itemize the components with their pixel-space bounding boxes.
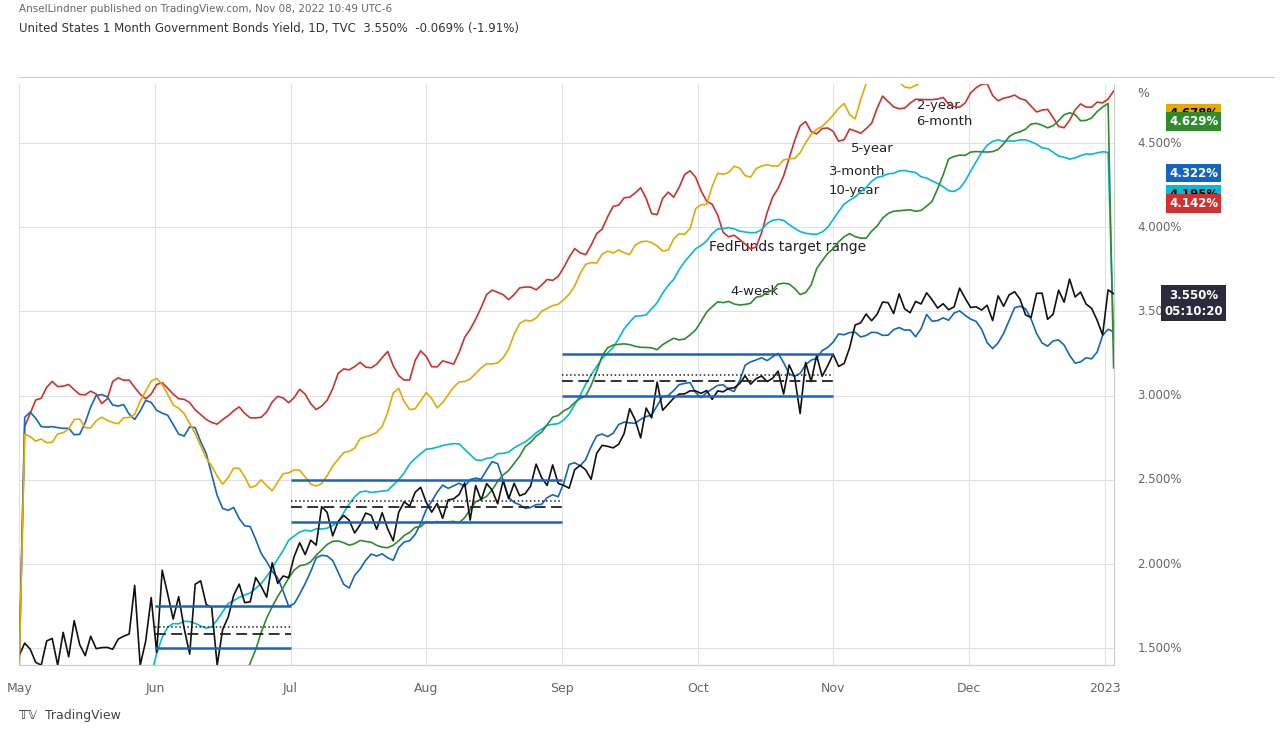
Text: Jul: Jul: [283, 682, 298, 695]
Text: 4.629%: 4.629%: [1169, 115, 1219, 128]
Text: 4.500%: 4.500%: [1138, 137, 1183, 150]
Text: Dec: Dec: [957, 682, 982, 695]
Text: 3.550%
05:10:20: 3.550% 05:10:20: [1165, 289, 1222, 317]
Text: 4.678%: 4.678%: [1169, 107, 1219, 120]
Text: Nov: Nov: [822, 682, 846, 695]
Text: 6-month: 6-month: [916, 115, 973, 128]
Text: 1.500%: 1.500%: [1138, 642, 1183, 655]
Text: 4.195%: 4.195%: [1169, 188, 1219, 201]
Text: 3.000%: 3.000%: [1138, 389, 1181, 402]
Text: 𝕋𝕍  TradingView: 𝕋𝕍 TradingView: [19, 709, 122, 722]
Text: AnselLindner published on TradingView.com, Nov 08, 2022 10:49 UTC-6: AnselLindner published on TradingView.co…: [19, 4, 393, 14]
Text: 2.000%: 2.000%: [1138, 558, 1183, 571]
Text: May: May: [6, 682, 32, 695]
Text: 4.142%: 4.142%: [1169, 197, 1219, 210]
Text: Jun: Jun: [145, 682, 165, 695]
Text: Oct: Oct: [687, 682, 709, 695]
Text: %: %: [1138, 88, 1149, 100]
Text: 4-week: 4-week: [731, 285, 778, 298]
Text: 10-year: 10-year: [829, 183, 881, 197]
Text: 5-year: 5-year: [851, 142, 893, 154]
Text: United States 1 Month Government Bonds Yield, 1D, TVC  3.550%  -0.069% (-1.91%): United States 1 Month Government Bonds Y…: [19, 22, 520, 35]
Text: 4.000%: 4.000%: [1138, 221, 1183, 234]
Text: 3-month: 3-month: [829, 165, 886, 178]
Text: Sep: Sep: [550, 682, 573, 695]
Text: FedFunds target range: FedFunds target range: [709, 240, 865, 254]
Text: Aug: Aug: [415, 682, 439, 695]
Text: 2.500%: 2.500%: [1138, 474, 1183, 486]
Text: 2-year: 2-year: [916, 99, 959, 113]
Text: 2023: 2023: [1089, 682, 1121, 695]
Text: 3.500%: 3.500%: [1138, 305, 1181, 318]
Text: 4.322%: 4.322%: [1169, 167, 1219, 180]
